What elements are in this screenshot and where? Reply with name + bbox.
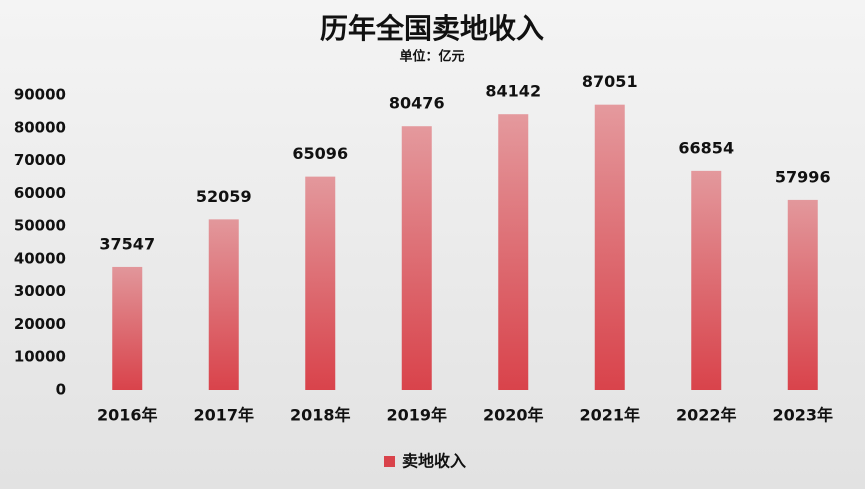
chart-title: 历年全国卖地收入 bbox=[320, 12, 544, 45]
data-label: 84142 bbox=[485, 82, 541, 101]
y-tick-label: 90000 bbox=[14, 86, 66, 104]
x-tick-label: 2023年 bbox=[772, 406, 833, 425]
bar bbox=[691, 170, 722, 390]
legend-label: 卖地收入 bbox=[402, 452, 466, 471]
bar bbox=[594, 104, 625, 390]
bar bbox=[498, 114, 529, 390]
bar bbox=[787, 199, 818, 390]
data-label: 52059 bbox=[196, 187, 252, 206]
x-tick-label: 2016年 bbox=[97, 406, 158, 425]
chart-subtitle: 单位：亿元 bbox=[399, 49, 464, 65]
y-tick-label: 20000 bbox=[14, 315, 66, 333]
y-tick-label: 50000 bbox=[14, 217, 66, 235]
x-tick-label: 2021年 bbox=[579, 406, 640, 425]
y-tick-label: 0 bbox=[56, 381, 66, 399]
bar bbox=[208, 219, 239, 390]
y-tick-label: 10000 bbox=[14, 348, 66, 366]
data-label: 66854 bbox=[678, 138, 734, 157]
y-tick-label: 40000 bbox=[14, 249, 66, 267]
bar bbox=[112, 266, 143, 390]
legend-marker bbox=[384, 456, 395, 467]
y-tick-label: 80000 bbox=[14, 118, 66, 136]
x-tick-label: 2020年 bbox=[483, 406, 544, 425]
y-tick-label: 30000 bbox=[14, 282, 66, 300]
bar bbox=[305, 176, 336, 390]
bar bbox=[401, 126, 432, 390]
x-tick-label: 2022年 bbox=[676, 406, 737, 425]
data-label: 87051 bbox=[582, 72, 638, 91]
data-label: 65096 bbox=[292, 144, 348, 163]
data-label: 37547 bbox=[99, 234, 155, 253]
y-tick-label: 60000 bbox=[14, 184, 66, 202]
y-tick-label: 70000 bbox=[14, 151, 66, 169]
x-tick-label: 2018年 bbox=[290, 406, 351, 425]
data-label: 57996 bbox=[775, 167, 831, 186]
x-tick-label: 2017年 bbox=[193, 406, 254, 425]
data-label: 80476 bbox=[389, 94, 445, 113]
x-tick-label: 2019年 bbox=[386, 406, 447, 425]
